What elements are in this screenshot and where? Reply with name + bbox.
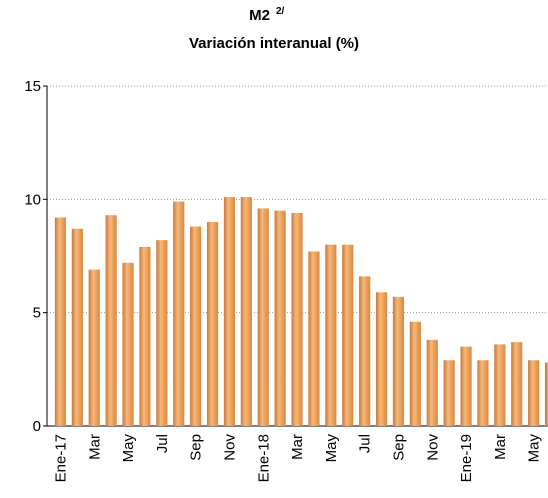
x-tick-label: Mar (289, 434, 306, 460)
chart-subtitle: Variación interanual (%) (189, 35, 359, 52)
bar (173, 201, 185, 426)
bar (511, 342, 523, 426)
title-note: 2/ (276, 6, 285, 17)
bar (426, 339, 438, 426)
bar (257, 208, 269, 426)
y-tick-label: 10 (24, 191, 41, 208)
bar (274, 210, 286, 426)
x-tick-label: Mar (492, 434, 509, 460)
x-tick-label: Sep (390, 434, 407, 461)
x-tick-label: Ene-17 (52, 434, 69, 482)
bar (223, 197, 236, 426)
x-tick-label: Nov (424, 434, 441, 461)
bar (544, 362, 548, 426)
y-tick-label: 15 (24, 78, 41, 95)
x-tick-label: Ene-19 (458, 434, 475, 482)
bar (156, 240, 168, 426)
bar (460, 346, 472, 426)
bar (494, 344, 506, 426)
bar (240, 197, 252, 426)
x-tick-label: May (323, 434, 340, 463)
y-tick-label: 0 (33, 418, 41, 435)
bar (392, 296, 405, 426)
bar (206, 222, 219, 426)
x-tick-label: May (120, 434, 137, 463)
bar (71, 228, 83, 426)
bar (359, 276, 371, 426)
chart-title: M2 (249, 7, 270, 24)
bar (105, 215, 117, 426)
bar (477, 360, 489, 426)
bar (139, 246, 151, 426)
x-tick-label: Jul (357, 434, 374, 453)
bar (325, 244, 337, 426)
x-tick-label: Ene-18 (255, 434, 272, 482)
x-tick-label: Sep (188, 434, 205, 461)
bar (88, 269, 100, 426)
x-tick-label: Nov (221, 434, 238, 461)
bar (54, 217, 67, 426)
bar (409, 321, 421, 426)
bar (443, 360, 455, 426)
bar (342, 244, 354, 426)
x-tick-label: Jul (154, 434, 171, 453)
x-tick-label: May (526, 434, 543, 463)
bar (122, 262, 134, 426)
bar (375, 292, 388, 426)
y-tick-label: 5 (33, 305, 41, 322)
bar (291, 212, 303, 426)
bar (528, 360, 540, 426)
bar (308, 251, 320, 426)
x-tick-label: Mar (86, 434, 103, 460)
bar (190, 226, 202, 426)
